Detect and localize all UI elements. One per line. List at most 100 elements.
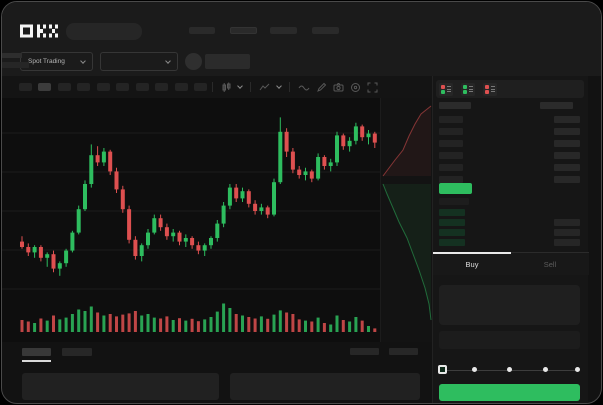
amount-slider[interactable] <box>438 365 580 375</box>
search-input[interactable] <box>66 23 142 40</box>
orderbook-bids-icon[interactable] <box>461 82 475 96</box>
orderbook-col-header-amount <box>540 102 573 109</box>
fullscreen-icon[interactable] <box>367 82 378 93</box>
ask-row[interactable] <box>439 125 580 137</box>
chevron-down-icon[interactable] <box>276 83 282 89</box>
candlestick-chart[interactable] <box>2 98 380 342</box>
bottom-tab[interactable] <box>62 348 92 356</box>
ask-row[interactable] <box>439 113 580 125</box>
bid-amount-skeleton <box>554 238 580 246</box>
bottom-tab-active[interactable] <box>22 348 51 356</box>
buy-submit-button[interactable] <box>439 384 580 401</box>
nav-item[interactable] <box>189 27 215 34</box>
indicators-icon[interactable] <box>259 82 271 93</box>
trade-tabs: Buy Sell <box>433 252 589 275</box>
ask-amount-skeleton <box>554 139 580 147</box>
bottom-tab-indicator <box>22 360 51 362</box>
timeframe-button[interactable] <box>116 83 129 91</box>
market-type-label: Spot Trading <box>28 58 65 65</box>
toolbar-divider <box>289 82 290 92</box>
ask-row[interactable] <box>439 161 580 173</box>
slider-stop[interactable] <box>472 367 477 372</box>
okx-logo[interactable] <box>20 24 62 38</box>
market-type-dropdown[interactable]: Spot Trading <box>20 52 93 71</box>
last-price-badge[interactable] <box>439 183 472 194</box>
ask-amount-skeleton <box>554 151 580 159</box>
pair-title-skeleton[interactable] <box>205 54 250 69</box>
orders-panel-skeleton <box>22 373 219 400</box>
bid-price-skeleton <box>439 228 465 236</box>
bid-rows <box>439 207 580 247</box>
nav-item[interactable] <box>270 27 297 34</box>
bid-price-skeleton <box>439 208 465 216</box>
tab-sell[interactable]: Sell <box>543 259 557 269</box>
timeframe-button[interactable] <box>174 83 188 91</box>
bid-price-skeleton <box>439 218 465 226</box>
bottom-action-skeleton[interactable] <box>389 348 418 355</box>
price-sub-skeleton <box>439 198 469 205</box>
slider-stop[interactable] <box>543 367 548 372</box>
chevron-down-icon <box>80 57 86 64</box>
ask-amount-skeleton <box>554 127 580 135</box>
orderbook-col-header-price <box>439 102 471 109</box>
chevron-down-icon <box>165 57 171 64</box>
bottom-action-skeleton[interactable] <box>350 348 379 355</box>
ask-price-skeleton <box>439 115 463 123</box>
ask-price-skeleton <box>439 163 463 171</box>
timeframe-button[interactable] <box>96 83 110 91</box>
settings-circle-icon[interactable] <box>350 82 361 93</box>
chevron-down-icon[interactable] <box>237 83 243 89</box>
ask-price-skeleton <box>439 139 463 147</box>
orderbook-view-toggle <box>436 80 584 98</box>
bid-row[interactable] <box>439 217 580 227</box>
chart-toolbar <box>2 76 432 98</box>
pair-dropdown[interactable] <box>100 52 178 71</box>
ask-row[interactable] <box>439 149 580 161</box>
bid-amount-skeleton <box>554 218 580 226</box>
timeframe-button[interactable] <box>18 83 32 91</box>
coin-avatar <box>185 53 202 70</box>
ask-price-skeleton <box>439 127 463 135</box>
ask-rows <box>439 113 580 185</box>
bid-price-skeleton <box>439 238 465 246</box>
camera-icon[interactable] <box>333 82 344 93</box>
depth-canvas <box>382 105 432 321</box>
ask-row[interactable] <box>439 173 580 185</box>
ask-row[interactable] <box>439 137 580 149</box>
ask-amount-skeleton <box>554 115 580 123</box>
price-input-skeleton[interactable] <box>439 285 580 325</box>
tab-buy[interactable]: Buy <box>433 252 511 275</box>
nav-item[interactable] <box>230 27 257 34</box>
bid-row[interactable] <box>439 227 580 237</box>
timeframe-button-active[interactable] <box>38 83 51 91</box>
bid-row[interactable] <box>439 207 580 217</box>
timeframe-button[interactable] <box>135 83 149 91</box>
amount-input-skeleton[interactable] <box>439 331 580 349</box>
toolbar-divider <box>250 82 251 92</box>
timeframe-button[interactable] <box>194 83 207 91</box>
header: Spot Trading <box>2 2 601 76</box>
bid-amount-skeleton <box>554 228 580 236</box>
ask-price-skeleton <box>439 175 463 183</box>
timeframe-button[interactable] <box>155 83 168 91</box>
toolbar-divider <box>212 82 213 92</box>
bid-row[interactable] <box>439 237 580 247</box>
slider-stop[interactable] <box>507 367 512 372</box>
nav-item[interactable] <box>312 27 339 34</box>
timeframe-button[interactable] <box>57 83 71 91</box>
line-type-icon[interactable] <box>298 82 310 92</box>
slider-stop[interactable] <box>575 367 580 372</box>
orderbook-panel: Buy Sell <box>432 76 589 403</box>
orders-panel-skeleton <box>230 373 420 400</box>
orderbook-asks-icon[interactable] <box>483 82 497 96</box>
candle-interval-icon[interactable] <box>221 82 232 93</box>
ask-amount-skeleton <box>554 175 580 183</box>
orderbook-combined-icon[interactable] <box>439 82 453 96</box>
timeframe-button[interactable] <box>77 83 90 91</box>
draw-pencil-icon[interactable] <box>316 82 327 93</box>
ask-price-skeleton <box>439 151 463 159</box>
slider-handle[interactable] <box>438 365 447 374</box>
ticker-stat <box>2 53 29 68</box>
chart-canvas <box>2 117 380 332</box>
